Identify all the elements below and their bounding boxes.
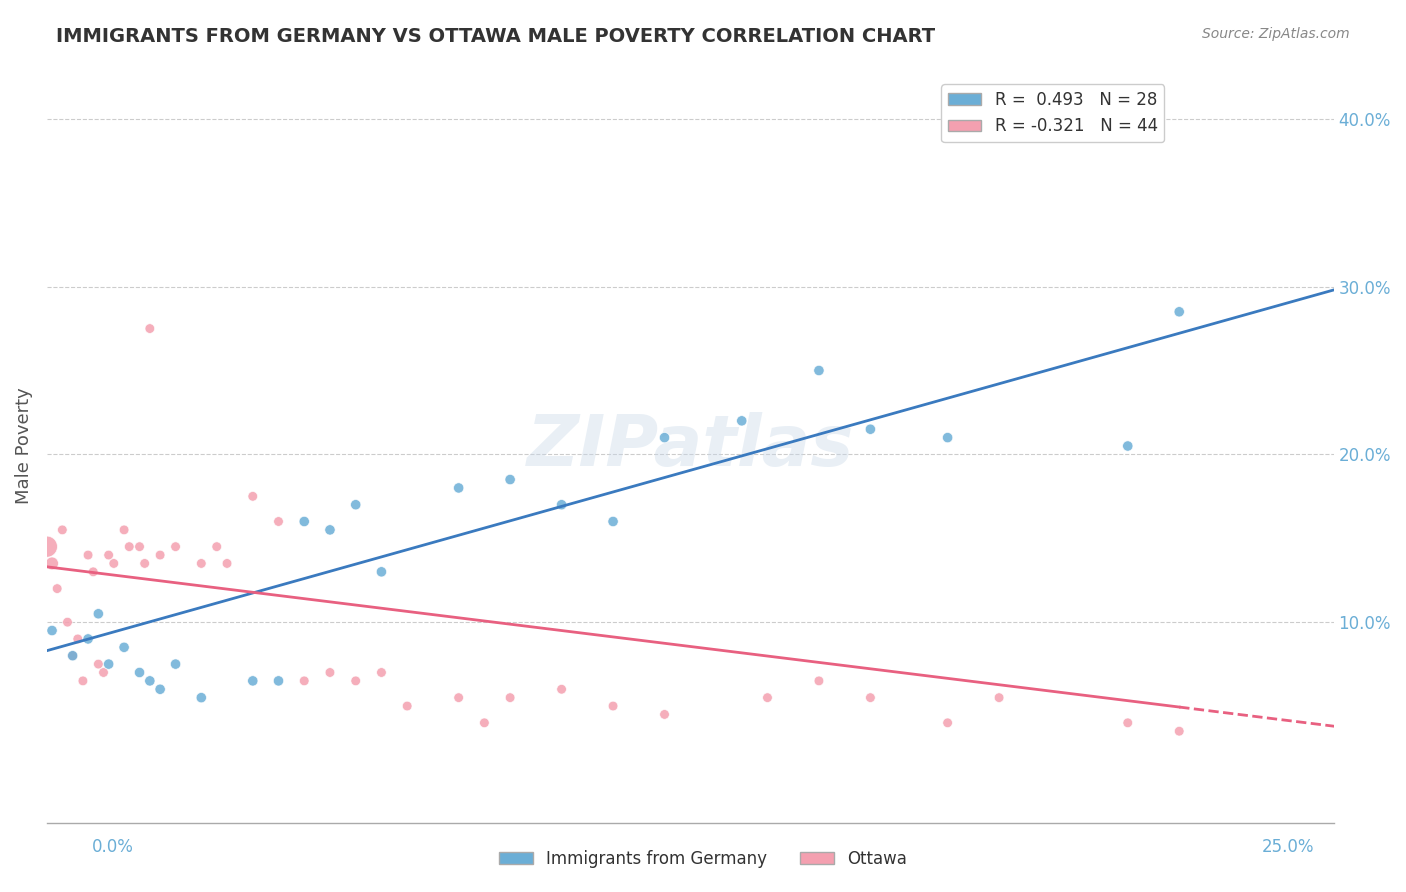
Point xyxy=(134,557,156,571)
Point xyxy=(242,489,264,503)
Point xyxy=(139,673,162,688)
Point xyxy=(447,690,470,705)
Point xyxy=(936,715,959,730)
Text: 0.0%: 0.0% xyxy=(91,838,134,856)
Point xyxy=(936,431,959,445)
Point xyxy=(165,540,187,554)
Point xyxy=(139,321,162,335)
Point xyxy=(77,632,100,646)
Point xyxy=(112,523,135,537)
Point xyxy=(165,657,187,672)
Point xyxy=(292,515,315,529)
Point xyxy=(292,673,315,688)
Point xyxy=(56,615,79,629)
Point xyxy=(190,557,212,571)
Point xyxy=(319,665,342,680)
Point xyxy=(87,607,110,621)
Point xyxy=(602,515,624,529)
Point xyxy=(550,682,572,697)
Point xyxy=(654,431,676,445)
Point xyxy=(988,690,1011,705)
Point xyxy=(66,632,89,646)
Point xyxy=(41,624,63,638)
Point xyxy=(77,548,100,562)
Point xyxy=(756,690,779,705)
Point xyxy=(190,690,212,705)
Point xyxy=(370,665,392,680)
Point xyxy=(62,648,84,663)
Point xyxy=(267,673,290,688)
Point xyxy=(1168,305,1191,319)
Text: ZIPatlas: ZIPatlas xyxy=(527,411,853,481)
Point xyxy=(474,715,496,730)
Text: Source: ZipAtlas.com: Source: ZipAtlas.com xyxy=(1202,27,1350,41)
Text: 25.0%: 25.0% xyxy=(1263,838,1315,856)
Point xyxy=(1168,724,1191,739)
Point xyxy=(654,707,676,722)
Y-axis label: Male Poverty: Male Poverty xyxy=(15,388,32,504)
Point xyxy=(859,690,882,705)
Point xyxy=(550,498,572,512)
Point xyxy=(344,673,367,688)
Point xyxy=(807,363,830,377)
Point xyxy=(602,699,624,714)
Point xyxy=(128,540,150,554)
Point xyxy=(267,515,290,529)
Point xyxy=(1116,439,1139,453)
Point xyxy=(447,481,470,495)
Point xyxy=(859,422,882,436)
Point xyxy=(205,540,228,554)
Point xyxy=(1116,715,1139,730)
Point xyxy=(82,565,104,579)
Point xyxy=(128,665,150,680)
Point xyxy=(499,690,522,705)
Point xyxy=(103,557,125,571)
Point xyxy=(41,557,63,571)
Point xyxy=(370,565,392,579)
Point xyxy=(93,665,115,680)
Point xyxy=(51,523,73,537)
Point xyxy=(62,648,84,663)
Point xyxy=(499,473,522,487)
Legend: Immigrants from Germany, Ottawa: Immigrants from Germany, Ottawa xyxy=(492,844,914,875)
Point xyxy=(149,682,172,697)
Point xyxy=(731,414,754,428)
Point xyxy=(97,548,120,562)
Point xyxy=(319,523,342,537)
Point xyxy=(807,673,830,688)
Point xyxy=(242,673,264,688)
Point xyxy=(215,557,238,571)
Point xyxy=(87,657,110,672)
Point xyxy=(396,699,419,714)
Point xyxy=(112,640,135,655)
Point xyxy=(35,540,58,554)
Point xyxy=(344,498,367,512)
Point xyxy=(149,548,172,562)
Text: IMMIGRANTS FROM GERMANY VS OTTAWA MALE POVERTY CORRELATION CHART: IMMIGRANTS FROM GERMANY VS OTTAWA MALE P… xyxy=(56,27,935,45)
Legend: R =  0.493   N = 28, R = -0.321   N = 44: R = 0.493 N = 28, R = -0.321 N = 44 xyxy=(942,85,1164,142)
Point xyxy=(97,657,120,672)
Point xyxy=(72,673,94,688)
Point xyxy=(118,540,141,554)
Point xyxy=(46,582,69,596)
